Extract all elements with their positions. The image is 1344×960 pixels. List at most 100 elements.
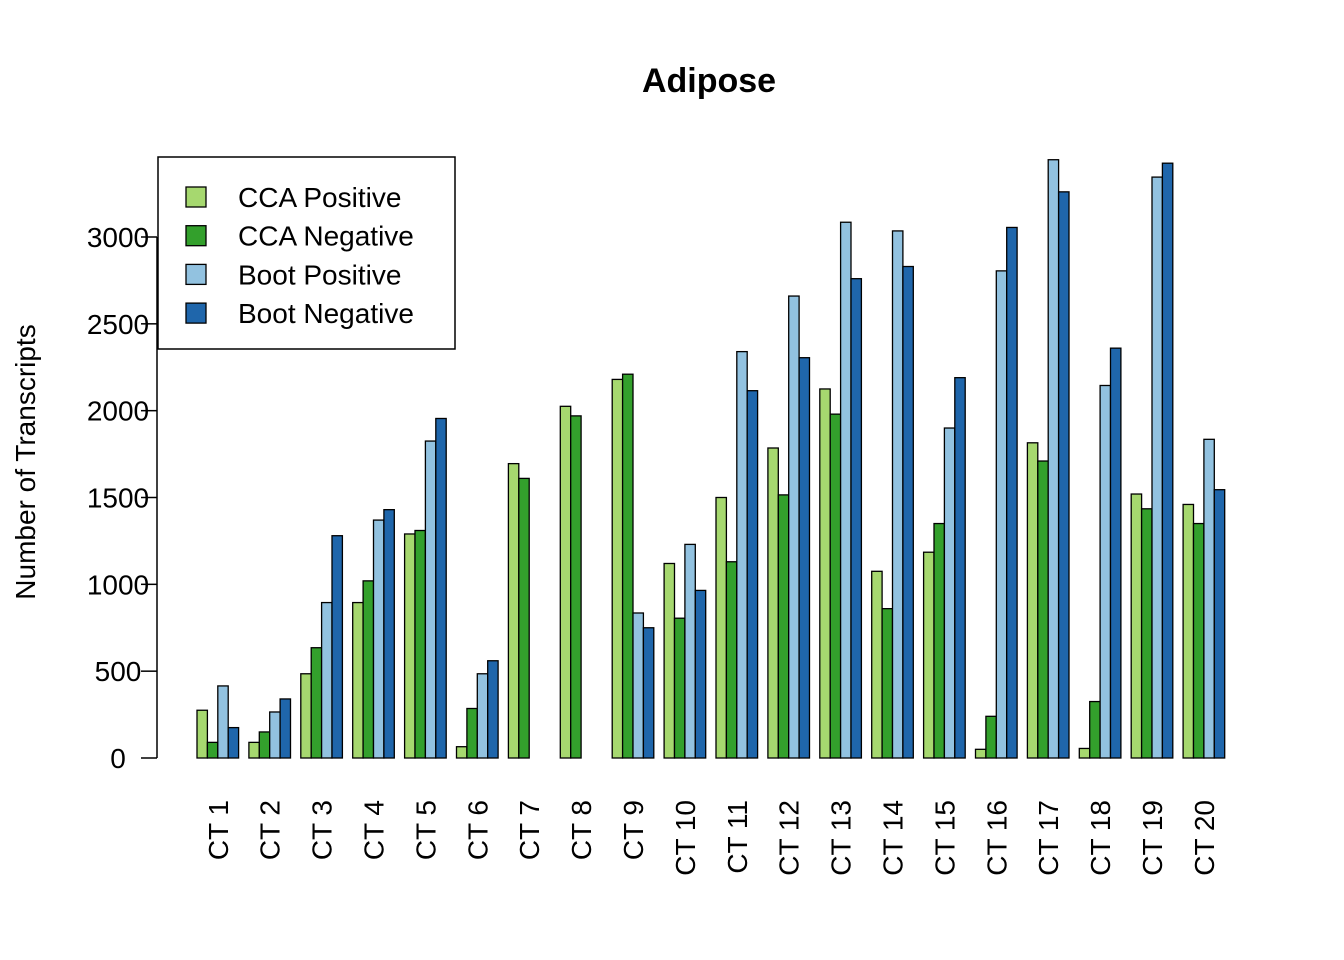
bar xyxy=(518,477,530,759)
x-tick-label: CT 13 xyxy=(826,800,857,876)
bar xyxy=(788,295,800,759)
y-tick-label: 0 xyxy=(110,743,126,774)
bar xyxy=(663,562,676,759)
bar xyxy=(362,580,375,759)
bars-group xyxy=(196,159,1226,759)
bar xyxy=(476,673,489,759)
bar xyxy=(331,535,344,759)
bar xyxy=(300,673,312,759)
y-tick-label: 2500 xyxy=(87,309,149,340)
bar xyxy=(621,373,634,759)
bar xyxy=(902,265,914,759)
x-tick-label: CT 20 xyxy=(1189,800,1220,876)
x-tick-label: CT 9 xyxy=(618,800,649,860)
bar xyxy=(279,698,292,759)
bar xyxy=(372,519,385,759)
x-tick-label: CT 12 xyxy=(774,800,805,876)
legend-swatch xyxy=(185,263,207,286)
chart-title: Adipose xyxy=(642,62,776,100)
bar xyxy=(559,405,572,759)
bar xyxy=(798,357,811,759)
bar xyxy=(881,608,894,759)
bar xyxy=(248,741,260,759)
bar xyxy=(217,685,229,759)
bar xyxy=(1099,384,1112,759)
legend-label: Boot Positive xyxy=(238,259,401,290)
bar xyxy=(1130,493,1143,759)
x-tick-label: CT 11 xyxy=(722,800,753,874)
bar xyxy=(1089,700,1101,759)
bar xyxy=(196,709,209,759)
bar xyxy=(767,447,779,759)
bar xyxy=(715,496,728,759)
bar xyxy=(891,230,904,759)
bar xyxy=(1161,162,1174,759)
bar xyxy=(839,221,852,759)
legend-label: Boot Negative xyxy=(238,298,414,329)
bar xyxy=(206,741,219,759)
bar xyxy=(954,377,966,759)
bar xyxy=(1203,438,1215,759)
bar xyxy=(1078,747,1091,759)
bar xyxy=(269,711,281,759)
bar xyxy=(1140,508,1153,759)
bar xyxy=(414,529,427,759)
bar xyxy=(466,707,478,759)
x-tick-label: CT 16 xyxy=(981,800,1012,876)
bar xyxy=(829,413,842,759)
x-tick-label: CT 1 xyxy=(203,800,234,860)
legend-swatch xyxy=(185,186,207,208)
y-tick-label: 1500 xyxy=(87,483,149,514)
legend-label: CCA Negative xyxy=(238,221,414,252)
y-axis: 0 500 1000 1500 2000 2500 3000 xyxy=(87,222,158,774)
y-tick-label: 3000 xyxy=(87,222,149,253)
bar xyxy=(632,612,645,759)
x-tick-label: CT 4 xyxy=(359,800,390,860)
bar xyxy=(1057,191,1070,759)
y-tick-label: 500 xyxy=(95,656,142,687)
bar xyxy=(258,731,271,759)
legend-swatch xyxy=(185,225,207,247)
bar xyxy=(850,278,863,759)
bar xyxy=(985,715,997,759)
bar xyxy=(352,601,364,759)
x-tick-label: CT 5 xyxy=(410,800,441,860)
bar xyxy=(1037,460,1049,759)
bar xyxy=(974,748,987,759)
bar xyxy=(1213,489,1226,759)
x-tick-label: CT 2 xyxy=(255,800,286,860)
bar xyxy=(1109,347,1122,759)
bar xyxy=(922,551,935,759)
bar xyxy=(995,270,1008,759)
bar xyxy=(673,617,686,759)
x-tick-label: CT 3 xyxy=(307,800,338,860)
bar xyxy=(1151,176,1164,759)
bar xyxy=(383,509,395,759)
bar xyxy=(403,533,416,759)
bar xyxy=(507,462,520,759)
bar xyxy=(1182,503,1195,759)
bar xyxy=(725,561,738,759)
bar xyxy=(871,570,883,759)
bar xyxy=(694,589,707,759)
bar xyxy=(310,647,323,759)
y-axis-label: Number of Transcripts xyxy=(10,324,41,599)
bar xyxy=(1026,442,1039,759)
bar xyxy=(424,440,437,759)
bar xyxy=(487,660,499,759)
bar xyxy=(746,390,759,759)
x-tick-label: CT 6 xyxy=(462,800,493,860)
y-tick-label: 2000 xyxy=(87,396,149,427)
x-tick-label: CT 8 xyxy=(566,800,597,860)
legend-box xyxy=(157,156,456,350)
x-tick-label: CT 18 xyxy=(1085,800,1116,876)
x-tick-label: CT 19 xyxy=(1137,800,1168,876)
bar xyxy=(611,378,624,759)
x-tick-label: CT 7 xyxy=(514,800,545,860)
x-tick-label: CT 10 xyxy=(670,800,701,876)
bar xyxy=(819,388,831,759)
x-tick-label: CT 15 xyxy=(929,800,960,876)
bar xyxy=(227,726,240,759)
